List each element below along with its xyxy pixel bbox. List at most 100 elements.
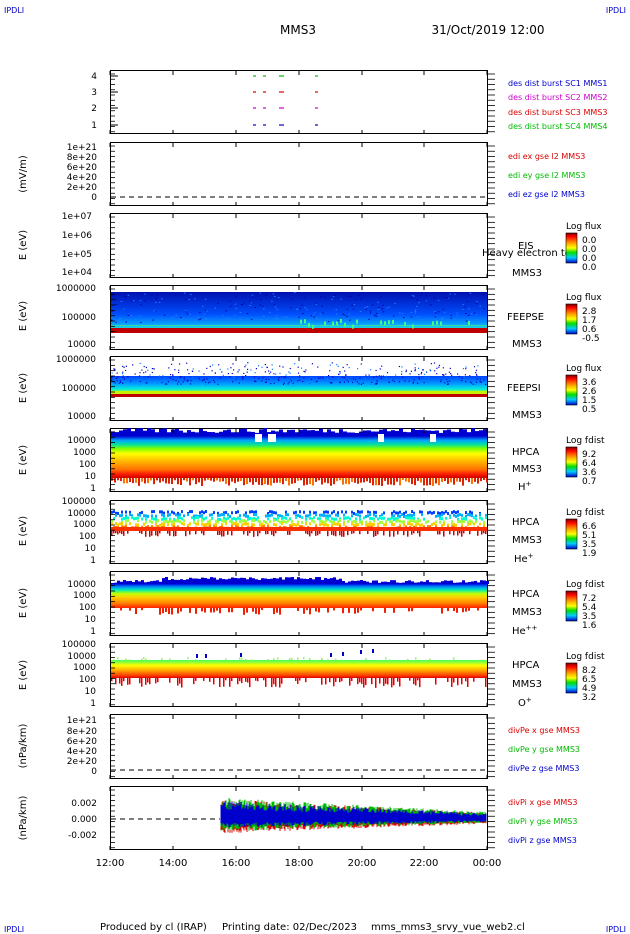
- spectrogram-cell: [123, 516, 125, 520]
- spectrogram-cell: [173, 525, 175, 529]
- spectrogram-cell: [172, 375, 174, 377]
- spectrogram-cell: [123, 531, 125, 536]
- spectrogram-cell: [273, 519, 275, 523]
- spectrogram-cell: [485, 531, 487, 535]
- spectrogram-cell: [338, 377, 340, 379]
- spectrogram-cell: [125, 510, 127, 514]
- colorbar-tick: 0.0: [582, 263, 597, 273]
- spectrogram-cell: [395, 517, 397, 521]
- spectrogram-cell: [289, 523, 291, 527]
- spectrogram-cell: [352, 308, 355, 310]
- spectrogram-cell: [233, 522, 235, 526]
- spectrogram-cell: [331, 531, 333, 535]
- spectrogram-cell: [479, 378, 481, 380]
- spectrogram-cell: [219, 578, 222, 584]
- spectrogram-cell: [233, 516, 235, 520]
- spectrogram-cell: [405, 369, 407, 371]
- spectrogram-cell: [145, 382, 147, 384]
- spectrogram-cell: [462, 608, 464, 613]
- spectrogram-cell: [223, 527, 225, 531]
- spectrogram-texture: [111, 478, 488, 486]
- spectrogram-cell: [305, 517, 307, 521]
- spectrogram-cell: [475, 383, 477, 385]
- spectrogram-cell: [315, 608, 317, 612]
- spectrogram-cell: [354, 580, 357, 584]
- spectrogram-cell: [304, 307, 306, 309]
- spectrogram-cell: [408, 580, 411, 584]
- spectrogram-cell: [399, 527, 401, 531]
- spectrogram-cell: [426, 478, 428, 486]
- spectrogram-cell: [174, 478, 176, 481]
- spectrogram-cell: [125, 658, 127, 661]
- spectrogram-cell: [465, 514, 467, 518]
- spectrogram-cell: [227, 321, 230, 323]
- spectrogram-cell: [368, 374, 370, 376]
- spectrogram-cell: [329, 364, 331, 366]
- spectrogram-cell: [333, 517, 335, 521]
- spectrogram-cell: [115, 511, 117, 515]
- spectrogram-cell: [129, 678, 131, 685]
- spectrogram-cell: [143, 522, 145, 526]
- spectrogram-cell: [273, 658, 275, 661]
- spectrogram-cell: [225, 517, 227, 521]
- spectrogram-cell: [144, 582, 147, 584]
- spectrogram-cell: [187, 523, 189, 527]
- spectrogram-cell: [145, 514, 147, 518]
- spectrogram-cell: [359, 514, 361, 518]
- spectrogram-cell: [418, 302, 420, 304]
- spectrogram-cell: [162, 382, 164, 384]
- spectrogram-cell: [466, 301, 469, 303]
- spectrogram-cell: [457, 520, 459, 524]
- spectrogram-cell: [197, 516, 199, 520]
- spectrogram-cell: [324, 321, 326, 326]
- spectrogram-cell: [217, 302, 219, 304]
- spacecraft-label: MMS3: [512, 464, 542, 475]
- spectrogram-cell: [395, 511, 397, 515]
- spectrogram-cell: [457, 527, 459, 531]
- spectrogram-cell: [209, 525, 211, 529]
- spectrogram-cell: [399, 312, 401, 314]
- spectrogram-cell: [173, 517, 175, 521]
- spectrogram-cell: [171, 523, 173, 527]
- species-label: H+: [518, 480, 532, 493]
- spectrogram-cell: [461, 380, 463, 382]
- spectrogram-cell: [231, 608, 233, 613]
- y-tick-label: 0: [91, 767, 97, 777]
- spectrogram-cell: [429, 510, 431, 514]
- spectrogram-cell: [173, 527, 175, 531]
- spectrogram-cell: [204, 381, 207, 383]
- spectrogram-cell: [348, 478, 350, 485]
- spectrogram-cell: [245, 511, 247, 515]
- spectrogram-cell: [455, 292, 457, 293]
- panel-hpca-o: E (eV) 1 10 100 1000 10000 100000 HPCA M…: [18, 640, 605, 709]
- spectrogram-cell: [203, 378, 205, 380]
- spectrogram-cell: [174, 294, 177, 296]
- spectrogram-cell: [285, 478, 287, 482]
- spectrogram-cell: [261, 319, 263, 321]
- spectrogram-cell: [401, 313, 404, 315]
- spectrogram-cell: [361, 527, 363, 531]
- spectrogram-cell: [335, 309, 337, 311]
- spectrogram-cell: [157, 525, 159, 529]
- spectrogram-cell: [358, 295, 360, 297]
- spectrogram-cell: [336, 321, 338, 326]
- spectrogram-cell: [238, 382, 240, 384]
- spectrogram-cell: [343, 314, 345, 315]
- spectrogram-cell: [433, 297, 436, 299]
- y-tick-label: 8e+20: [67, 727, 98, 737]
- spectrogram-cell: [255, 513, 257, 517]
- spectrogram-cell: [155, 531, 157, 536]
- spectrogram-cell: [440, 321, 442, 326]
- spectrogram-cell: [264, 363, 266, 366]
- spectrogram-cell: [420, 373, 422, 375]
- spectrogram-cell: [270, 578, 273, 584]
- spectrogram-cell: [225, 678, 227, 681]
- spectrogram-cell: [383, 678, 385, 686]
- spectrogram-cell: [179, 516, 181, 520]
- spectrogram-cell: [267, 579, 270, 584]
- colorbar-tick: 1.9: [582, 549, 597, 559]
- spectrogram-cell: [380, 320, 382, 325]
- spectrogram-cell: [141, 369, 143, 371]
- spectrogram-cell: [473, 516, 475, 520]
- spectrogram-cell: [231, 525, 233, 529]
